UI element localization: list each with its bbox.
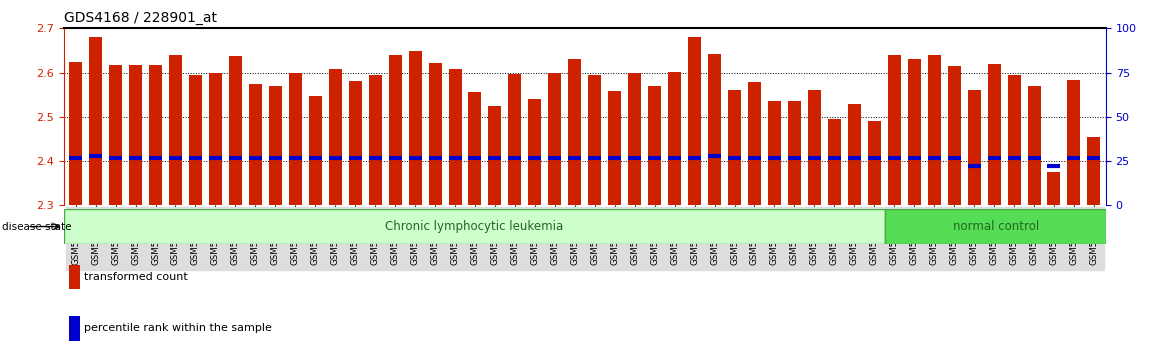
Bar [848,104,860,205]
Bar [888,55,901,205]
Bar [628,73,642,205]
Bar [69,265,80,289]
Bar [368,75,382,205]
Bar [708,53,721,205]
Bar [808,90,821,205]
Text: Chronic lymphocytic leukemia: Chronic lymphocytic leukemia [386,220,564,233]
Bar [828,119,841,205]
Bar [89,37,102,205]
Text: transformed count: transformed count [83,272,188,282]
Bar [608,91,621,205]
Bar [968,90,981,205]
Bar [1087,137,1100,205]
Bar [1007,75,1020,205]
Bar [489,106,501,205]
Bar [728,90,741,205]
Bar [768,101,780,205]
Bar [288,73,302,205]
Bar [549,73,562,205]
Bar [448,69,462,205]
Bar [129,65,142,205]
Bar [947,67,961,205]
Text: percentile rank within the sample: percentile rank within the sample [83,323,272,333]
Bar [688,37,701,205]
Bar [928,55,940,205]
Bar [269,86,281,205]
Bar [169,55,182,205]
Bar [389,55,402,205]
Bar [787,101,801,205]
Bar [329,69,342,205]
Bar [1048,172,1061,205]
Bar [748,82,761,205]
Bar [867,121,881,205]
Bar [528,99,541,205]
Bar [109,65,122,205]
Bar [886,209,1106,244]
Bar [208,73,222,205]
Bar [588,75,601,205]
Bar [349,81,361,205]
Text: normal control: normal control [953,220,1039,233]
Bar [668,72,681,205]
Bar [409,51,422,205]
Bar [569,59,581,205]
Bar [69,62,82,205]
Bar [69,316,80,341]
Bar [229,56,242,205]
Text: GDS4168 / 228901_at: GDS4168 / 228901_at [64,11,217,25]
Bar [309,96,322,205]
Bar [189,75,201,205]
Bar [469,92,482,205]
Bar [988,64,1001,205]
Text: disease state: disease state [2,222,72,232]
Bar [149,65,162,205]
Bar [249,84,262,205]
Bar [648,86,661,205]
Bar [908,59,921,205]
Bar [64,209,886,244]
Bar [1027,86,1041,205]
Bar [1068,80,1080,205]
Bar [508,74,521,205]
Bar [428,63,441,205]
